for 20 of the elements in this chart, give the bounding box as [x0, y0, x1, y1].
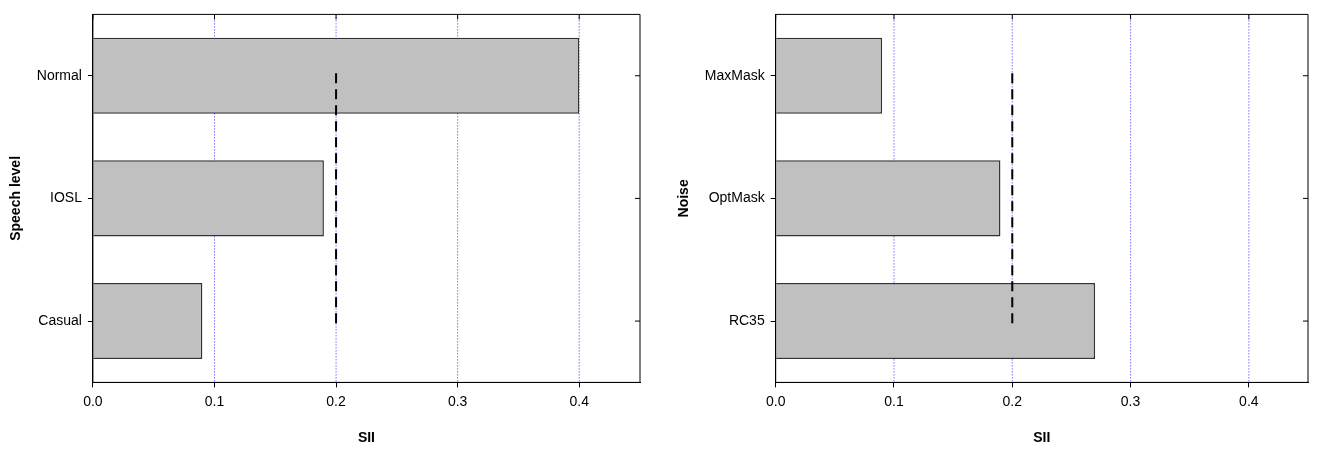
- x-axis-title: SII: [1033, 429, 1051, 446]
- y-axis-title: Noise: [675, 179, 692, 218]
- y-tick-label: IOSL: [50, 189, 83, 206]
- x-tick-label: 0.3: [447, 392, 468, 409]
- x-axis-title: SII: [357, 429, 376, 446]
- x-tick-label: 0.1: [884, 392, 904, 409]
- x-tick-label: 0.4: [1239, 392, 1259, 409]
- x-tick-label: 0.1: [204, 392, 225, 409]
- y-tick-label: MaxMask: [704, 66, 766, 83]
- x-tick-label: 0.2: [326, 392, 347, 409]
- x-tick-label: 0.3: [1120, 392, 1141, 409]
- y-axis-title: Speech level: [7, 155, 24, 241]
- x-tick-label: 0.0: [765, 392, 786, 409]
- x-tick-label: 0.0: [83, 392, 103, 409]
- y-tick-label: Casual: [38, 311, 82, 328]
- x-tick-label: 0.2: [1002, 392, 1023, 409]
- y-tick-label: RC35: [728, 311, 765, 328]
- y-tick-label: Normal: [36, 66, 82, 83]
- y-tick-label: OptMask: [708, 189, 766, 206]
- x-tick-label: 0.4: [569, 392, 590, 409]
